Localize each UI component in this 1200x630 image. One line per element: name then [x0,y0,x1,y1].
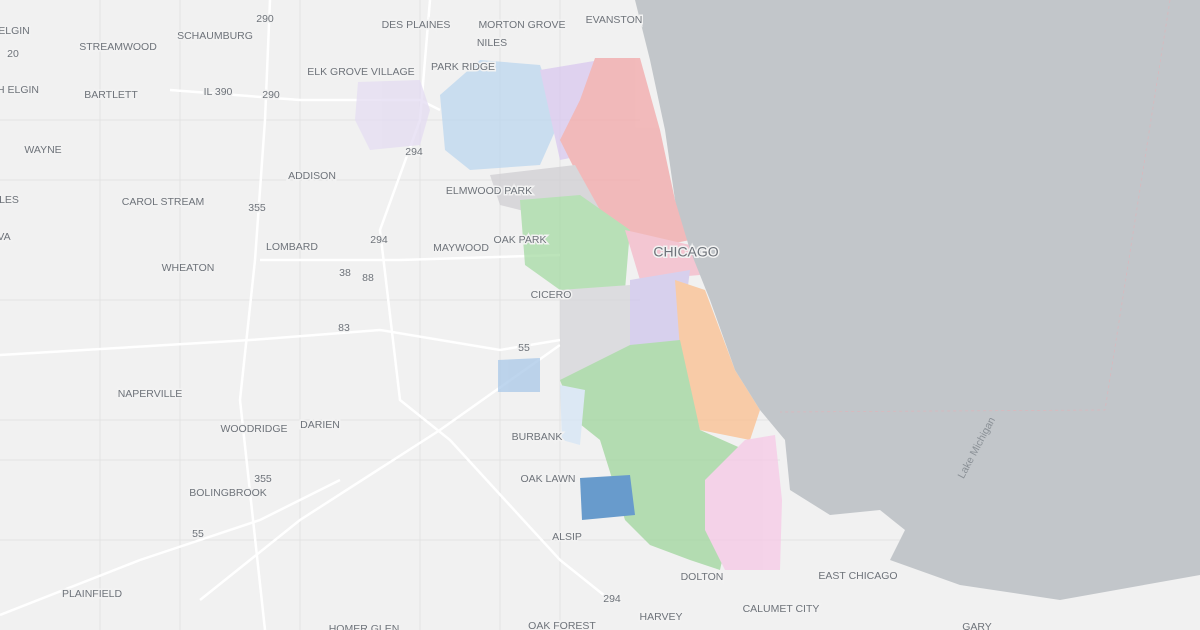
place-label: DARIEN [300,419,340,431]
place-label: H ELGIN [0,84,39,96]
place-label: LOMBARD [266,241,318,253]
place-label: NILES [477,37,507,49]
place-label: STREAMWOOD [79,41,157,53]
place-label: 38 [339,267,351,279]
place-label: 290 [256,13,274,25]
place-label: ELK GROVE VILLAGE [307,66,414,78]
place-label: WOODRIDGE [220,423,287,435]
place-label: 88 [362,272,374,284]
data-regions [355,58,782,570]
place-label: 20 [7,48,19,60]
place-label: 55 [518,342,530,354]
place-label: 294 [370,234,388,246]
place-label: ELGIN [0,25,30,37]
place-label: MORTON GROVE [478,19,565,31]
place-label: CAROL STREAM [122,196,204,208]
place-label: 294 [405,146,423,158]
place-label: OAK PARK [494,234,547,246]
state-border [779,0,1171,413]
place-label: 355 [248,202,266,214]
place-label: CICERO [531,289,572,301]
place-label: IL 390 [204,86,233,98]
place-label: HOMER GLEN [329,623,400,630]
place-label: VA [0,231,11,243]
place-label: ALSIP [552,531,582,543]
place-label: BARTLETT [84,89,138,101]
place-label: SCHAUMBURG [177,30,253,42]
place-label: WHEATON [162,262,215,274]
place-label: BURBANK [512,431,563,443]
place-label: GARY [962,621,992,630]
place-label: WAYNE [24,144,61,156]
place-label: 55 [192,528,204,540]
place-label: PARK RIDGE [431,61,495,73]
place-label: 294 [603,593,621,605]
place-label: OAK FOREST [528,620,596,630]
place-label: 290 [262,89,280,101]
place-label: EVANSTON [586,14,643,26]
lake [635,0,1200,600]
place-label: DES PLAINES [382,19,451,31]
place-label: NAPERVILLE [118,388,183,400]
place-label: CHICAGO [653,244,718,260]
place-label: EAST CHICAGO [818,570,897,582]
place-label: MAYWOOD [433,242,489,254]
place-label: OAK LAWN [520,473,575,485]
place-label: BOLINGBROOK [189,487,267,499]
minor-roads [0,0,900,630]
place-label: ADDISON [288,170,336,182]
place-label: 355 [254,473,272,485]
place-label: LES [0,194,19,206]
place-label: ELMWOOD PARK [446,185,532,197]
place-label: HARVEY [640,611,683,623]
place-label: 83 [338,322,350,334]
place-label: DOLTON [681,571,724,583]
place-label: PLAINFIELD [62,588,123,600]
place-label: CALUMET CITY [743,603,820,615]
